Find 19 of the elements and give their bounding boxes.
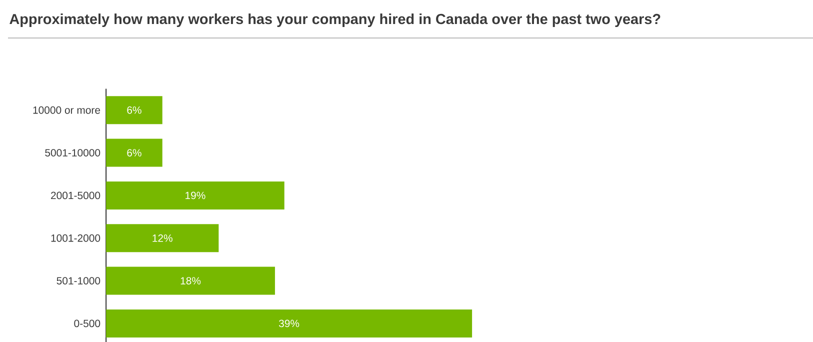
y-tick-label: 5001-10000 — [45, 149, 100, 156]
bar — [106, 181, 284, 210]
bar — [106, 138, 162, 167]
y-tick-label: 2001-5000 — [51, 192, 100, 200]
bar — [106, 224, 219, 252]
chart-title: Approximately how many workers has your company hired in Canada over the past two years? — [10, 14, 660, 27]
bar — [106, 96, 162, 124]
data-label: 39% — [278, 320, 300, 328]
bar — [106, 266, 275, 295]
data-label: 19% — [186, 192, 206, 200]
y-tick-label: 0-500 — [74, 320, 100, 328]
y-tick-label: 501-1000 — [56, 277, 100, 284]
data-label: 6% — [127, 106, 142, 114]
data-label: 6% — [127, 149, 142, 156]
data-label: 12% — [152, 234, 172, 242]
data-label: 18% — [180, 277, 201, 284]
y-tick-label: 10000 or more — [33, 106, 100, 114]
bar — [106, 309, 472, 338]
y-tick-label: 1001-2000 — [51, 234, 100, 242]
